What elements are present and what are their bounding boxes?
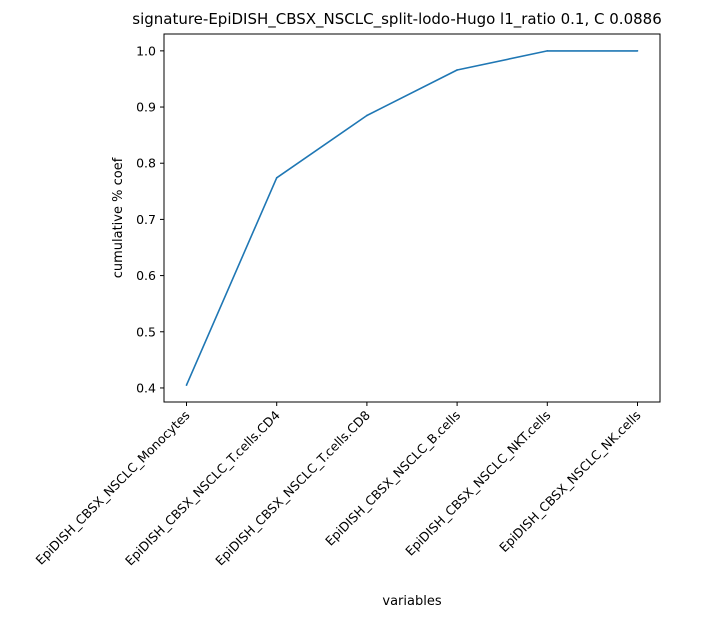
data-point bbox=[275, 177, 278, 179]
x-tick-label: EpiDISH_CBSX_NSCLC_T.cells.CD4 bbox=[122, 407, 283, 568]
x-tick-label: EpiDISH_CBSX_NSCLC_Monocytes bbox=[33, 408, 193, 568]
data-point bbox=[546, 50, 549, 52]
x-tick-label: EpiDISH_CBSX_NSCLC_T.cells.CD8 bbox=[212, 407, 373, 568]
x-tick-label: EpiDISH_CBSX_NSCLC_NK.cells bbox=[496, 408, 643, 555]
x-tick-label: EpiDISH_CBSX_NSCLC_NKT.cells bbox=[402, 408, 553, 559]
y-tick-label: 0.9 bbox=[136, 100, 156, 115]
plot-area-frame bbox=[163, 33, 661, 403]
chart-title: signature-EpiDISH_CBSX_NSCLC_split-lodo-… bbox=[132, 10, 662, 29]
data-point bbox=[636, 50, 639, 52]
data-point bbox=[456, 69, 458, 71]
y-tick-label: 1.0 bbox=[136, 43, 156, 58]
y-tick-label: 0.4 bbox=[136, 380, 156, 395]
data-point bbox=[366, 114, 368, 117]
series-line bbox=[185, 50, 638, 386]
y-axis-label: cumulative % coef bbox=[111, 157, 126, 278]
data-point bbox=[185, 384, 188, 386]
y-tick-label: 0.7 bbox=[136, 212, 156, 227]
y-tick-label: 0.5 bbox=[136, 324, 156, 339]
x-axis-label: variables bbox=[382, 594, 441, 609]
y-axis-ticks: 0.4 0.5 0.6 0.7 0.8 0.9 1.0 bbox=[136, 43, 164, 395]
x-axis-ticks: EpiDISH_CBSX_NSCLC_MonocytesEpiDISH_CBSX… bbox=[33, 402, 644, 568]
data-points bbox=[185, 50, 639, 386]
y-tick-label: 0.6 bbox=[136, 268, 156, 283]
y-tick-label: 0.8 bbox=[136, 156, 156, 171]
